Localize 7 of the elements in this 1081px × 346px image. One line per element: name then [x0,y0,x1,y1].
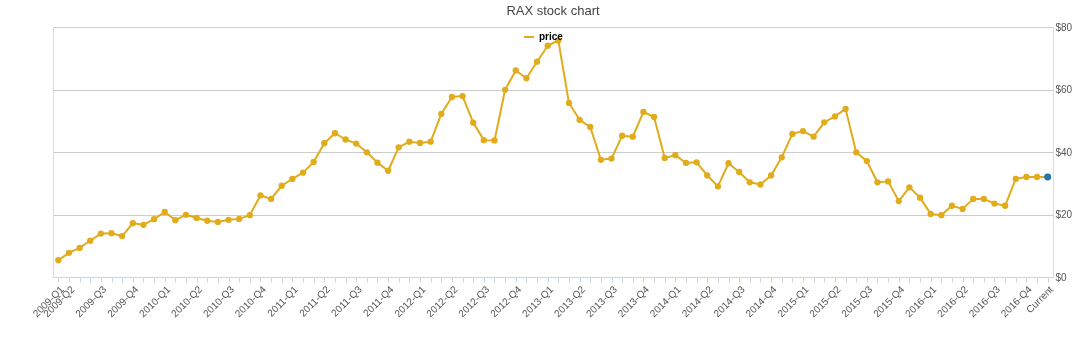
y-tick-label: $40 [1055,146,1073,158]
y-tick-label: $60 [1055,84,1073,95]
legend-label: price [539,31,564,42]
y-tick-label: $20 [1055,209,1073,220]
y-tick-label: $80 [1055,21,1073,33]
chart-title: RAX stock chart [506,3,600,18]
y-tick-label: $0 [1055,271,1068,283]
